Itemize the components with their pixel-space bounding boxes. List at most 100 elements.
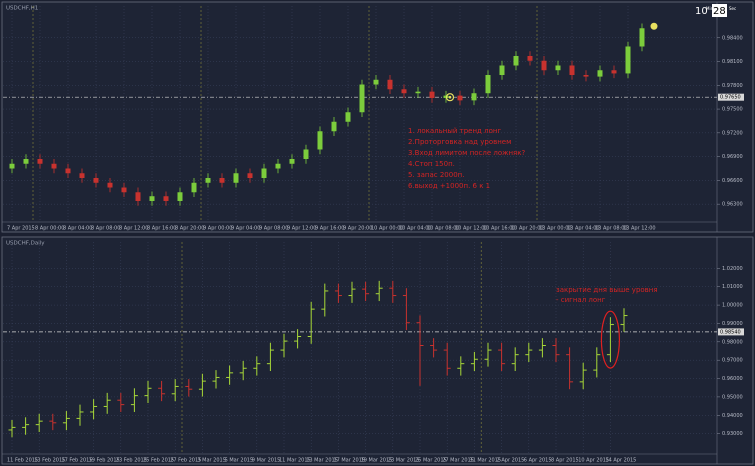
x-tick-label: 13 Apr 08:00 (595, 226, 628, 232)
signal-oval (600, 310, 621, 369)
candle-body (9, 163, 15, 169)
candle-body (401, 89, 407, 94)
x-tick-label: 23 Feb 2015 (116, 458, 147, 464)
y-tick-label: 0.97500 (722, 107, 743, 113)
y-tick-label: 1.02000 (722, 266, 743, 272)
x-tick-label: 10 Apr 08:00 (427, 226, 460, 232)
candle-body (415, 91, 421, 94)
x-tick-label: 13 Apr 12:00 (623, 226, 656, 232)
timer-seconds: 28 (713, 6, 726, 17)
candle-body (23, 158, 29, 164)
y-tick-label: 0.96000 (722, 376, 743, 382)
candle-body (513, 55, 519, 66)
candle-body (121, 187, 127, 193)
x-tick-label: 9 Apr 00:00 (203, 226, 232, 232)
x-tick-label: 8 Apr 04:00 (63, 226, 92, 232)
x-tick-label: 17 Mar 2015 (333, 458, 365, 464)
timer-seconds-box (712, 4, 727, 17)
x-tick-label: 10 Apr 00:00 (371, 226, 404, 232)
x-tick-label: 19 Mar 2015 (361, 458, 393, 464)
candle-body (639, 28, 645, 47)
x-tick-label: 10 Apr 16:00 (483, 226, 516, 232)
candle-body (331, 121, 337, 132)
level-label-box (718, 328, 744, 336)
x-tick-label: 17 Feb 2015 (61, 458, 92, 464)
x-tick-label: 19 Feb 2015 (89, 458, 120, 464)
candle-body (583, 75, 589, 77)
candle-body (51, 163, 57, 169)
candle-body (359, 84, 365, 113)
candle-body (191, 182, 197, 193)
candle-body (219, 178, 225, 183)
y-tick-label: 0.97200 (722, 130, 743, 136)
timer-min-label: Min (706, 6, 714, 11)
x-tick-label: 10 Apr 20:00 (511, 226, 544, 232)
x-tick-label: 23 Mar 2015 (388, 458, 420, 464)
timer-minutes: 10 (695, 6, 708, 17)
x-tick-label: 10 Apr 2015 (578, 458, 609, 464)
x-tick-label: 8 Apr 08:00 (91, 226, 120, 232)
annotation: 4.Стоп 150п. (408, 160, 455, 168)
candle-body (177, 192, 183, 201)
bar-timer: 10 Min 28 Sec (695, 4, 736, 17)
candle-body (499, 65, 505, 76)
candle-body (79, 173, 85, 179)
annotation: закрытие дня выше уровня (556, 286, 658, 294)
x-tick-label: 14 Apr 2015 (605, 458, 636, 464)
candle-body (373, 79, 379, 85)
level-label: 0.98540 (720, 329, 741, 335)
candle-body (471, 93, 477, 101)
candle-body (387, 79, 393, 90)
annotation: 5. запас 2000п. (408, 171, 464, 179)
x-tick-label: 3 Mar 2015 (197, 458, 226, 464)
y-tick-label: 0.98100 (722, 59, 743, 65)
chart-title: USDCHF,H1 (6, 6, 38, 12)
y-tick-label: 1.00000 (722, 303, 743, 309)
candle-body (457, 95, 463, 101)
candle-body (289, 158, 295, 164)
x-tick-label: 13 Feb 2015 (34, 458, 65, 464)
y-tick-label: 0.96300 (722, 202, 743, 208)
level-label: 0.97650 (720, 95, 741, 101)
candle-body (555, 65, 561, 71)
candle-body (149, 196, 155, 201)
x-tick-label: 5 Mar 2015 (225, 458, 254, 464)
candle-body (65, 168, 71, 174)
x-tick-label: 25 Mar 2015 (415, 458, 447, 464)
candle-body (485, 75, 491, 94)
x-tick-label: 6 Apr 2015 (524, 458, 552, 464)
candle-body (345, 112, 351, 122)
annotation: 2.Проторговка над уровнем (408, 138, 511, 146)
candle-body (37, 158, 43, 164)
x-tick-label: 13 Apr 04:00 (567, 226, 600, 232)
y-tick-label: 0.96600 (722, 178, 743, 184)
candle-body (107, 182, 113, 188)
y-tick-label: 0.98400 (722, 35, 743, 41)
y-tick-label: 0.98000 (722, 339, 743, 345)
y-tick-label: 0.96900 (722, 154, 743, 160)
candle-body (163, 196, 169, 201)
x-tick-label: 27 Feb 2015 (170, 458, 201, 464)
x-tick-label: 9 Apr 12:00 (287, 226, 316, 232)
x-tick-label: 25 Feb 2015 (143, 458, 174, 464)
x-tick-label: 9 Mar 2015 (252, 458, 281, 464)
x-tick-label: 8 Apr 16:00 (147, 226, 176, 232)
x-tick-label: 9 Apr 16:00 (315, 226, 344, 232)
x-tick-label: 27 Mar 2015 (442, 458, 474, 464)
candle-body (429, 91, 435, 98)
candle-body (233, 173, 239, 183)
entry-marker (445, 93, 455, 102)
candle-body (135, 192, 141, 201)
candle-body (317, 131, 323, 150)
candle-body (247, 173, 253, 179)
y-tick-label: 0.93000 (722, 431, 743, 437)
x-tick-label: 9 Apr 08:00 (259, 226, 288, 232)
candle-body (261, 168, 267, 179)
candle-body (611, 70, 617, 74)
daily-pane (1, 236, 754, 465)
candle-body (625, 46, 631, 74)
x-tick-label: 2 Apr 2015 (497, 458, 525, 464)
annotation: - сигнал лонг (556, 296, 606, 304)
annotation: 6.выход +1000п. 6 к 1 (408, 182, 490, 190)
